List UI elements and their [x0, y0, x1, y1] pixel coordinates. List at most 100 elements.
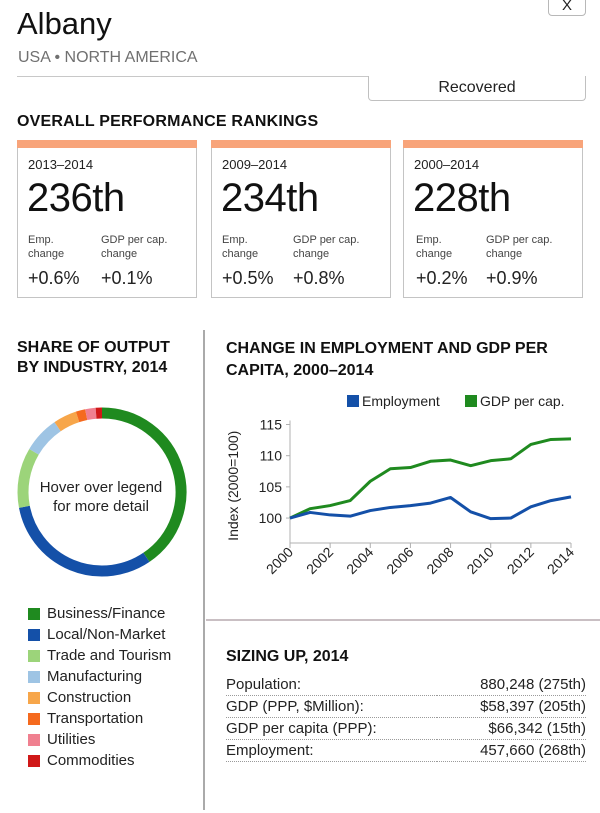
card-rank: 234th — [221, 176, 319, 220]
donut-center-hint: Hover over legend for more detail — [20, 478, 182, 516]
x-tick-label: 2008 — [423, 544, 456, 577]
donut-slice-local-non-market — [18, 505, 150, 577]
emp-change-label: Emp. change — [222, 234, 259, 260]
city-title: Albany — [17, 6, 112, 41]
legend-label: Transportation — [47, 710, 144, 727]
sizing-label: GDP per capita (PPP): — [226, 717, 438, 740]
sizing-value: 457,660 (268th) — [437, 739, 586, 762]
gdp-change-value: +0.8% — [293, 268, 345, 288]
card-period: 2000–2014 — [414, 157, 480, 172]
donut-slice-manufacturing — [29, 422, 61, 455]
sizing-title: SIZING UP, 2014 — [226, 648, 349, 665]
legend-label-employment: Employment — [362, 393, 440, 409]
y-tick-label: 105 — [259, 479, 283, 495]
legend-swatch — [28, 691, 40, 704]
sizing-table: Population: 880,248 (275th) GDP (PPP, $M… — [226, 674, 586, 762]
x-tick-label: 2014 — [544, 544, 577, 577]
gdp-change-label: GDP per cap. change — [101, 234, 168, 260]
legend-item-trade-and-tourism[interactable]: Trade and Tourism — [28, 645, 171, 666]
emp-change-label: Emp. change — [28, 234, 65, 260]
legend-swatch — [28, 628, 40, 641]
legend-label: Local/Non-Market — [47, 626, 166, 643]
card-accent-bar — [211, 140, 391, 148]
x-tick-label: 2006 — [383, 544, 416, 577]
series-line-gdp-per-cap — [289, 437, 572, 520]
donut-slice-construction — [54, 411, 80, 432]
rankings-title: OVERALL PERFORMANCE RANKINGS — [17, 113, 319, 130]
x-tick-label: 2004 — [343, 544, 376, 577]
horizontal-divider — [206, 619, 600, 621]
table-row: GDP per capita (PPP): $66,342 (15th) — [226, 717, 586, 740]
growth-title-line2: CAPITA, 2000–2014 — [226, 362, 374, 379]
y-tick-label: 110 — [260, 448, 283, 464]
donut-slice-utilities — [85, 407, 97, 420]
industry-donut-chart — [17, 407, 187, 577]
card-period: 2013–2014 — [28, 157, 94, 172]
gdp-change-label: GDP per cap. change — [486, 234, 553, 260]
industry-legend: Business/Finance Local/Non-Market Trade an… — [28, 603, 171, 771]
legend-swatch — [28, 712, 40, 725]
legend-label: Commodities — [47, 752, 135, 769]
donut-slice-business-finance — [101, 407, 187, 562]
sizing-label: Employment: — [226, 739, 438, 762]
emp-change-label: Emp. change — [416, 234, 453, 260]
legend-swatch — [28, 733, 40, 746]
card-period: 2009–2014 — [222, 157, 288, 172]
x-tick-label: 2012 — [504, 544, 537, 577]
ranking-card: 2013–2014 236th Emp. change GDP per cap.… — [17, 140, 197, 298]
donut-hint-line1: Hover over legend — [39, 479, 163, 496]
x-tick-label: 2000 — [263, 544, 296, 577]
legend-label: Trade and Tourism — [47, 647, 172, 664]
growth-chart-title: CHANGE IN EMPLOYMENT AND GDP PER CAPITA,… — [226, 338, 586, 382]
legend-swatch — [28, 670, 40, 683]
legend-swatch — [28, 754, 40, 767]
legend-item-utilities[interactable]: Utilities — [28, 729, 171, 750]
emp-change-value: +0.2% — [416, 268, 468, 288]
y-tick-label: 115 — [260, 417, 283, 433]
growth-title-line1: CHANGE IN EMPLOYMENT AND GDP PER — [226, 340, 548, 357]
status-badge[interactable]: Recovered — [368, 76, 586, 101]
legend-label-gdp-per-cap: GDP per cap. — [480, 393, 565, 409]
legend-item-local-non-market[interactable]: Local/Non-Market — [28, 624, 171, 645]
header-divider — [17, 76, 583, 77]
ranking-card: 2000–2014 228th Emp. change GDP per cap.… — [403, 140, 583, 298]
y-axis-label: Index (2000=100) — [225, 431, 241, 541]
ranking-card: 2009–2014 234th Emp. change GDP per cap.… — [211, 140, 391, 298]
legend-item-manufacturing[interactable]: Manufacturing — [28, 666, 171, 687]
sizing-value: $66,342 (15th) — [437, 717, 586, 740]
donut-hint-line2: for more detail — [53, 498, 149, 515]
y-tick-label: 100 — [259, 510, 283, 526]
legend-item-transportation[interactable]: Transportation — [28, 708, 171, 729]
legend-item-commodities[interactable]: Commodities — [28, 750, 171, 771]
card-accent-bar — [17, 140, 197, 148]
region-subtitle: USA • NORTH AMERICA — [18, 49, 198, 66]
x-tick-label: 2010 — [463, 544, 496, 577]
legend-item-construction[interactable]: Construction — [28, 687, 171, 708]
sizing-label: GDP (PPP, $Million): — [226, 695, 438, 718]
x-tick-label: 2002 — [303, 544, 336, 577]
card-rank: 228th — [413, 176, 511, 220]
emp-change-value: +0.6% — [28, 268, 80, 288]
share-chart-title: SHARE OF OUTPUT BY INDUSTRY, 2014 — [17, 338, 170, 378]
gdp-change-label: GDP per cap. change — [293, 234, 360, 260]
card-accent-bar — [403, 140, 583, 148]
close-button[interactable]: X — [548, 0, 586, 16]
gdp-change-value: +0.9% — [486, 268, 538, 288]
legend-swatch — [28, 607, 40, 620]
sizing-value: 880,248 (275th) — [437, 674, 586, 696]
table-row: Population: 880,248 (275th) — [226, 674, 586, 696]
legend-swatch-employment — [347, 395, 359, 407]
legend-item-business-finance[interactable]: Business/Finance — [28, 603, 171, 624]
legend-label: Manufacturing — [47, 668, 143, 685]
card-rank: 236th — [27, 176, 125, 220]
sizing-value: $58,397 (205th) — [437, 695, 586, 718]
share-title-line1: SHARE OF OUTPUT — [17, 339, 170, 356]
donut-slice-transportation — [75, 409, 88, 423]
donut-slice-trade-and-tourism — [17, 448, 39, 508]
legend-label: Business/Finance — [47, 605, 166, 622]
legend-label: Utilities — [47, 731, 96, 748]
emp-change-value: +0.5% — [222, 268, 274, 288]
legend-swatch-gdp-per-cap — [465, 395, 477, 407]
share-title-line2: BY INDUSTRY, 2014 — [17, 359, 168, 376]
table-row: Employment: 457,660 (268th) — [226, 739, 586, 762]
